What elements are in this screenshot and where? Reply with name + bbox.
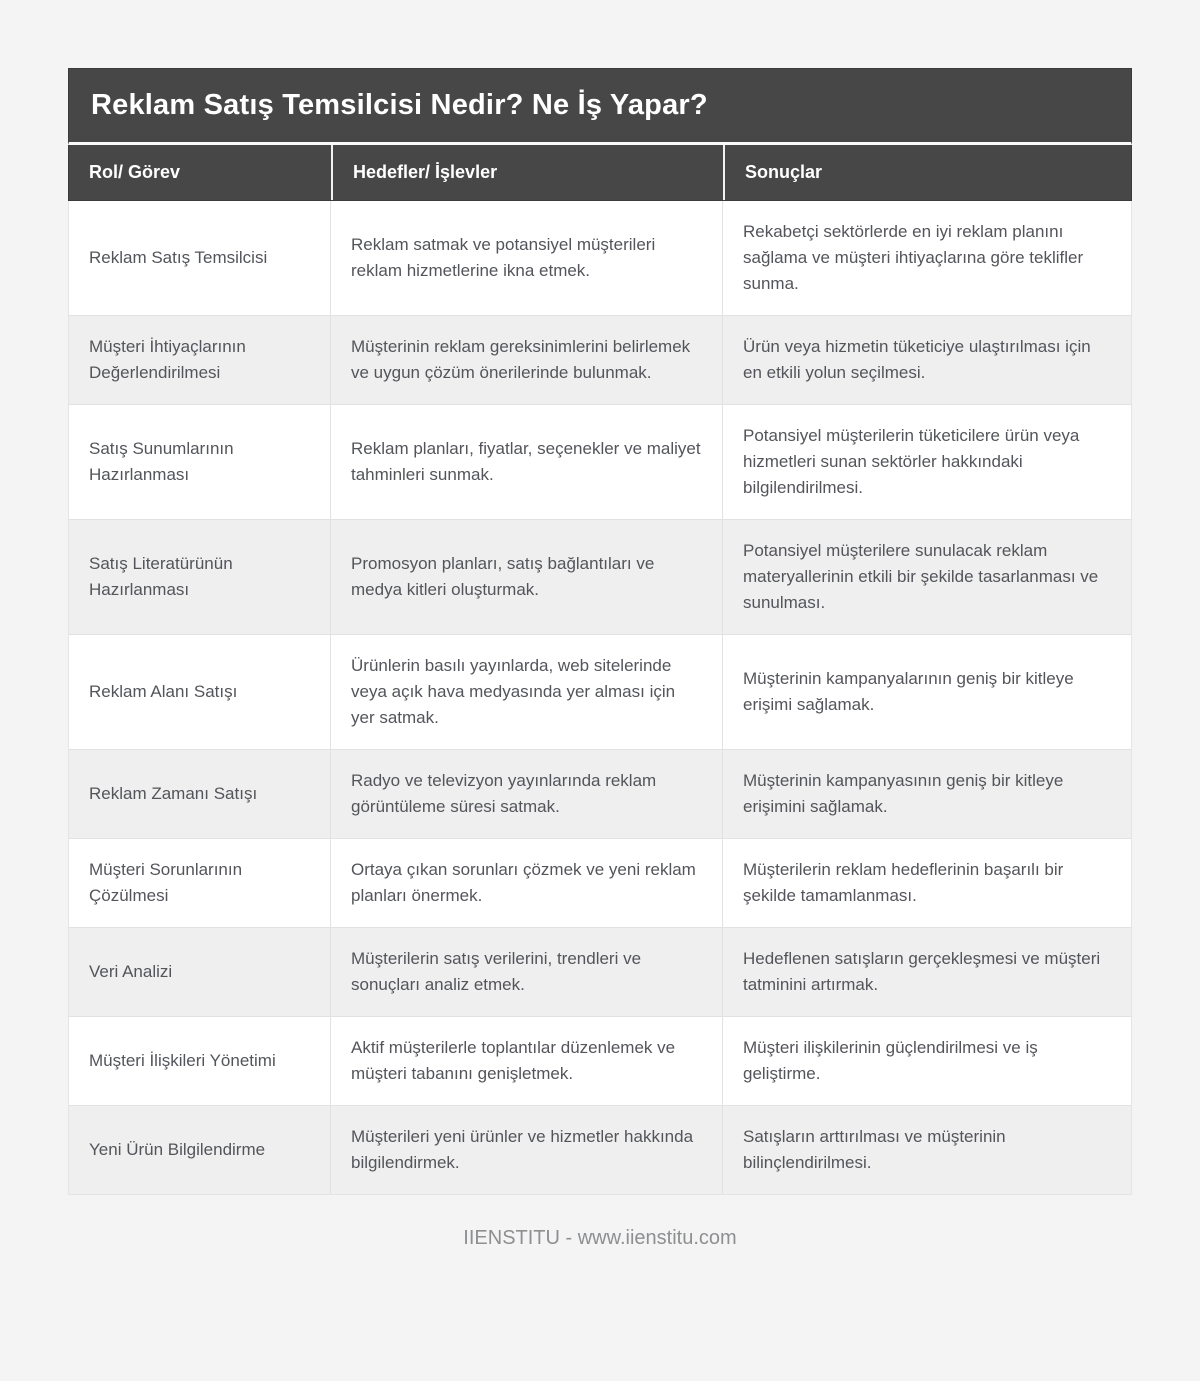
table-row: Satış Sunumlarının Hazırlanması Reklam p… bbox=[69, 404, 1131, 519]
cell-result: Müşterinin kampanyasının geniş bir kitle… bbox=[722, 750, 1131, 838]
cell-goal: Müşterinin reklam gereksinimlerini belir… bbox=[330, 316, 722, 404]
column-header-role: Rol/ Görev bbox=[89, 162, 181, 182]
cell-goal: Reklam planları, fiyatlar, seçenekler ve… bbox=[330, 405, 722, 519]
cell-result: Müşteri ilişkilerinin güçlendirilmesi ve… bbox=[722, 1017, 1131, 1105]
cell-goal: Ürünlerin basılı yayınlarda, web siteler… bbox=[330, 635, 722, 749]
table-row: Yeni Ürün Bilgilendirme Müşterileri yeni… bbox=[69, 1105, 1131, 1194]
cell-result: Potansiyel müşterilerin tüketicilere ürü… bbox=[722, 405, 1131, 519]
column-header-goals: Hedefler/ İşlevler bbox=[331, 145, 723, 200]
cell-role: Veri Analizi bbox=[89, 962, 173, 981]
cell-role: Reklam Alanı Satışı bbox=[89, 682, 238, 701]
table-row: Reklam Zamanı Satışı Radyo ve televizyon… bbox=[69, 749, 1131, 838]
cell-result: Ürün veya hizmetin tüketiciye ulaştırılm… bbox=[722, 316, 1131, 404]
footer-credit: IIENSTITU - www.iienstitu.com bbox=[463, 1227, 737, 1249]
table-row: Müşteri Sorunlarının Çözülmesi Ortaya çı… bbox=[69, 838, 1131, 927]
infographic-container: Reklam Satış Temsilcisi Nedir? Ne İş Yap… bbox=[68, 0, 1132, 1250]
cell-goal: Müşterilerin satış verilerini, trendleri… bbox=[330, 928, 722, 1016]
cell-result: Potansiyel müşterilere sunulacak reklam … bbox=[722, 520, 1131, 634]
cell-goal: Ortaya çıkan sorunları çözmek ve yeni re… bbox=[330, 839, 722, 927]
cell-goal: Müşterileri yeni ürünler ve hizmetler ha… bbox=[330, 1106, 722, 1194]
cell-result: Müşterinin kampanyalarının geniş bir kit… bbox=[722, 635, 1131, 749]
cell-goal: Promosyon planları, satış bağlantıları v… bbox=[330, 520, 722, 634]
table-title-bar: Reklam Satış Temsilcisi Nedir? Ne İş Yap… bbox=[68, 68, 1132, 145]
table-row: Satış Literatürünün Hazırlanması Promosy… bbox=[69, 519, 1131, 634]
column-header-results: Sonuçlar bbox=[723, 145, 1133, 200]
cell-goal: Aktif müşterilerle toplantılar düzenleme… bbox=[330, 1017, 722, 1105]
cell-result: Satışların arttırılması ve müşterinin bi… bbox=[722, 1106, 1131, 1194]
table-body: Reklam Satış Temsilcisi Reklam satmak ve… bbox=[68, 201, 1132, 1195]
table-row: Veri Analizi Müşterilerin satış verileri… bbox=[69, 927, 1131, 1016]
cell-result: Rekabetçi sektörlerde en iyi reklam plan… bbox=[722, 201, 1131, 315]
table-row: Müşteri İhtiyaçlarının Değerlendirilmesi… bbox=[69, 315, 1131, 404]
table-row: Reklam Alanı Satışı Ürünlerin basılı yay… bbox=[69, 634, 1131, 749]
cell-goal: Reklam satmak ve potansiyel müşterileri … bbox=[330, 201, 722, 315]
page-title: Reklam Satış Temsilcisi Nedir? Ne İş Yap… bbox=[91, 89, 708, 121]
cell-result: Müşterilerin reklam hedeflerinin başarıl… bbox=[722, 839, 1131, 927]
table-row: Müşteri İlişkileri Yönetimi Aktif müşter… bbox=[69, 1016, 1131, 1105]
cell-result: Hedeflenen satışların gerçekleşmesi ve m… bbox=[722, 928, 1131, 1016]
cell-goal: Radyo ve televizyon yayınlarında reklam … bbox=[330, 750, 722, 838]
cell-role: Reklam Zamanı Satışı bbox=[89, 784, 258, 803]
cell-role: Müşteri İlişkileri Yönetimi bbox=[89, 1051, 276, 1070]
cell-role: Yeni Ürün Bilgilendirme bbox=[89, 1140, 266, 1159]
cell-role: Müşteri İhtiyaçlarının Değerlendirilmesi bbox=[89, 337, 246, 382]
cell-role: Reklam Satış Temsilcisi bbox=[89, 248, 268, 267]
cell-role: Satış Sunumlarının Hazırlanması bbox=[89, 439, 234, 484]
cell-role: Satış Literatürünün Hazırlanması bbox=[89, 554, 233, 599]
table-header-row: Rol/ Görev Hedefler/ İşlevler Sonuçlar bbox=[68, 145, 1132, 201]
cell-role: Müşteri Sorunlarının Çözülmesi bbox=[89, 860, 243, 905]
table-row: Reklam Satış Temsilcisi Reklam satmak ve… bbox=[69, 201, 1131, 315]
